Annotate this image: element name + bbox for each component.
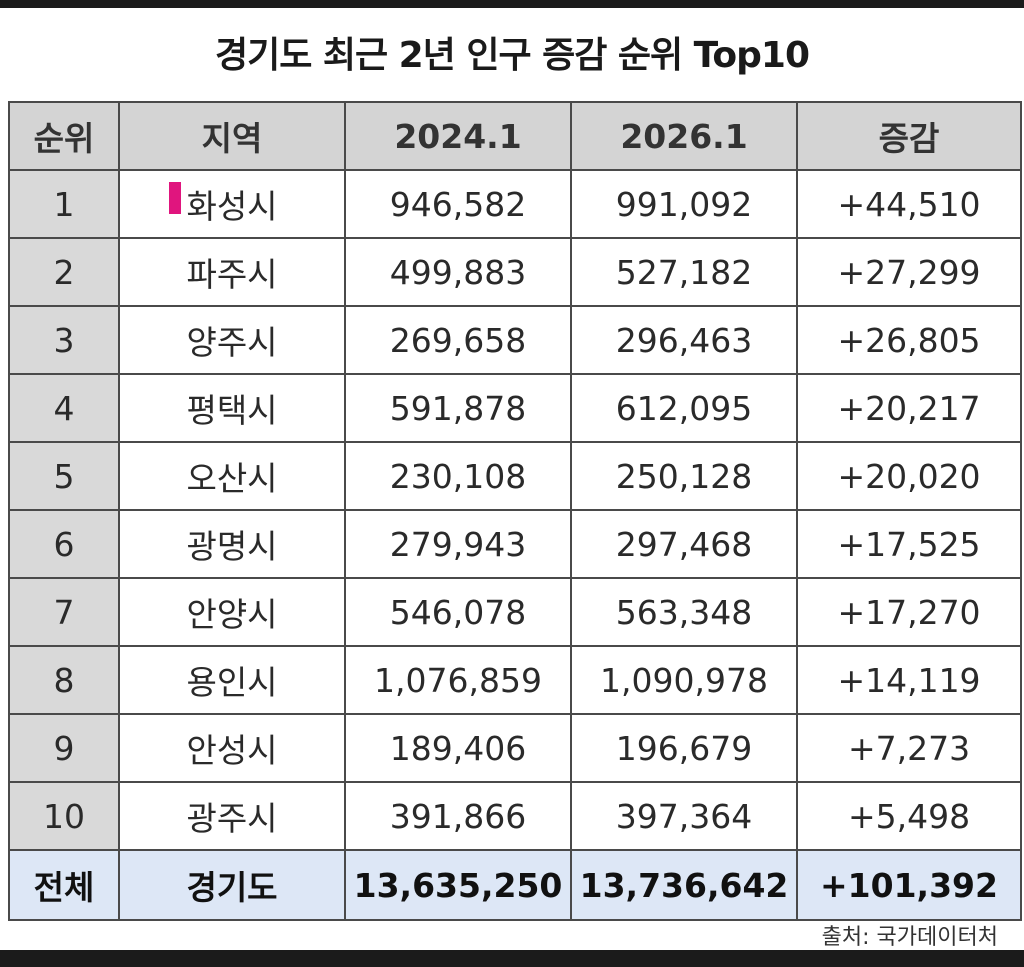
rank-cell: 3 <box>8 305 120 375</box>
region-cell: 안성시 <box>118 713 346 783</box>
change-cell: +20,217 <box>796 373 1022 443</box>
year2-cell: 527,182 <box>570 237 798 307</box>
change-cell: +27,299 <box>796 237 1022 307</box>
year1-cell: 391,866 <box>344 781 572 851</box>
year2-cell: 296,463 <box>570 305 798 375</box>
change-cell: +20,020 <box>796 441 1022 511</box>
header-change: 증감 <box>796 101 1022 171</box>
year1-cell: 279,943 <box>344 509 572 579</box>
region-cell: 안양시 <box>118 577 346 647</box>
year2-cell: 991,092 <box>570 169 798 239</box>
total-row: 전체 경기도 13,635,250 13,736,642 +101,392 <box>8 849 1022 921</box>
rank-cell: 1 <box>8 169 120 239</box>
region-cell: 광주시 <box>118 781 346 851</box>
header-rank: 순위 <box>8 101 120 171</box>
change-cell: +17,270 <box>796 577 1022 647</box>
rank-cell: 4 <box>8 373 120 443</box>
year2-cell: 1,090,978 <box>570 645 798 715</box>
table-row: 3 양주시 269,658 296,463 +26,805 <box>8 305 1022 375</box>
table-row: 9 안성시 189,406 196,679 +7,273 <box>8 713 1022 783</box>
table-row: 2 파주시 499,883 527,182 +27,299 <box>8 237 1022 307</box>
year1-cell: 499,883 <box>344 237 572 307</box>
change-cell: +26,805 <box>796 305 1022 375</box>
rank-cell: 7 <box>8 577 120 647</box>
region-cell: 파주시 <box>118 237 346 307</box>
region-label: 화성시 <box>186 187 278 226</box>
year2-cell: 397,364 <box>570 781 798 851</box>
region-cell: 광명시 <box>118 509 346 579</box>
region-cell: 화성시 <box>118 169 346 239</box>
header-region: 지역 <box>118 101 346 171</box>
year2-cell: 563,348 <box>570 577 798 647</box>
year1-cell: 1,076,859 <box>344 645 572 715</box>
rank-cell: 10 <box>8 781 120 851</box>
highlight-marker <box>169 182 182 214</box>
table-row: 8 용인시 1,076,859 1,090,978 +14,119 <box>8 645 1022 715</box>
total-rank-cell: 전체 <box>8 849 120 921</box>
rank-cell: 5 <box>8 441 120 511</box>
page-title: 경기도 최근 2년 인구 증감 순위 Top10 <box>214 35 810 76</box>
year1-cell: 230,108 <box>344 441 572 511</box>
year1-cell: 189,406 <box>344 713 572 783</box>
document-sheet: 경기도 최근 2년 인구 증감 순위 Top10 순위 지역 2024.1 20… <box>0 8 1024 950</box>
rank-cell: 8 <box>8 645 120 715</box>
table-row: 10 광주시 391,866 397,364 +5,498 <box>8 781 1022 851</box>
header-year1: 2024.1 <box>344 101 572 171</box>
table-row: 4 평택시 591,878 612,095 +20,217 <box>8 373 1022 443</box>
year1-cell: 269,658 <box>344 305 572 375</box>
source-note: 출처: 국가데이터처 <box>821 925 998 950</box>
year1-cell: 591,878 <box>344 373 572 443</box>
region-cell: 용인시 <box>118 645 346 715</box>
change-cell: +7,273 <box>796 713 1022 783</box>
table-header-row: 순위 지역 2024.1 2026.1 증감 <box>8 101 1022 171</box>
highlighted-region: 화성시 <box>169 180 278 228</box>
change-cell: +17,525 <box>796 509 1022 579</box>
change-cell: +14,119 <box>796 645 1022 715</box>
year1-cell: 946,582 <box>344 169 572 239</box>
year2-cell: 612,095 <box>570 373 798 443</box>
year2-cell: 250,128 <box>570 441 798 511</box>
year1-cell: 546,078 <box>344 577 572 647</box>
table-row: 6 광명시 279,943 297,468 +17,525 <box>8 509 1022 579</box>
region-cell: 평택시 <box>118 373 346 443</box>
region-cell: 오산시 <box>118 441 346 511</box>
total-year1-cell: 13,635,250 <box>344 849 572 921</box>
total-change-cell: +101,392 <box>796 849 1022 921</box>
table-row: 1 화성시 946,582 991,092 +44,510 <box>8 169 1022 239</box>
year2-cell: 196,679 <box>570 713 798 783</box>
change-cell: +5,498 <box>796 781 1022 851</box>
rank-cell: 9 <box>8 713 120 783</box>
total-region-cell: 경기도 <box>118 849 346 921</box>
change-cell: +44,510 <box>796 169 1022 239</box>
year2-cell: 297,468 <box>570 509 798 579</box>
population-table: 순위 지역 2024.1 2026.1 증감 1 화성시 946,582 991… <box>8 101 1022 921</box>
rank-cell: 2 <box>8 237 120 307</box>
table-row: 7 안양시 546,078 563,348 +17,270 <box>8 577 1022 647</box>
region-cell: 양주시 <box>118 305 346 375</box>
total-year2-cell: 13,736,642 <box>570 849 798 921</box>
rank-cell: 6 <box>8 509 120 579</box>
table-row: 5 오산시 230,108 250,128 +20,020 <box>8 441 1022 511</box>
header-year2: 2026.1 <box>570 101 798 171</box>
